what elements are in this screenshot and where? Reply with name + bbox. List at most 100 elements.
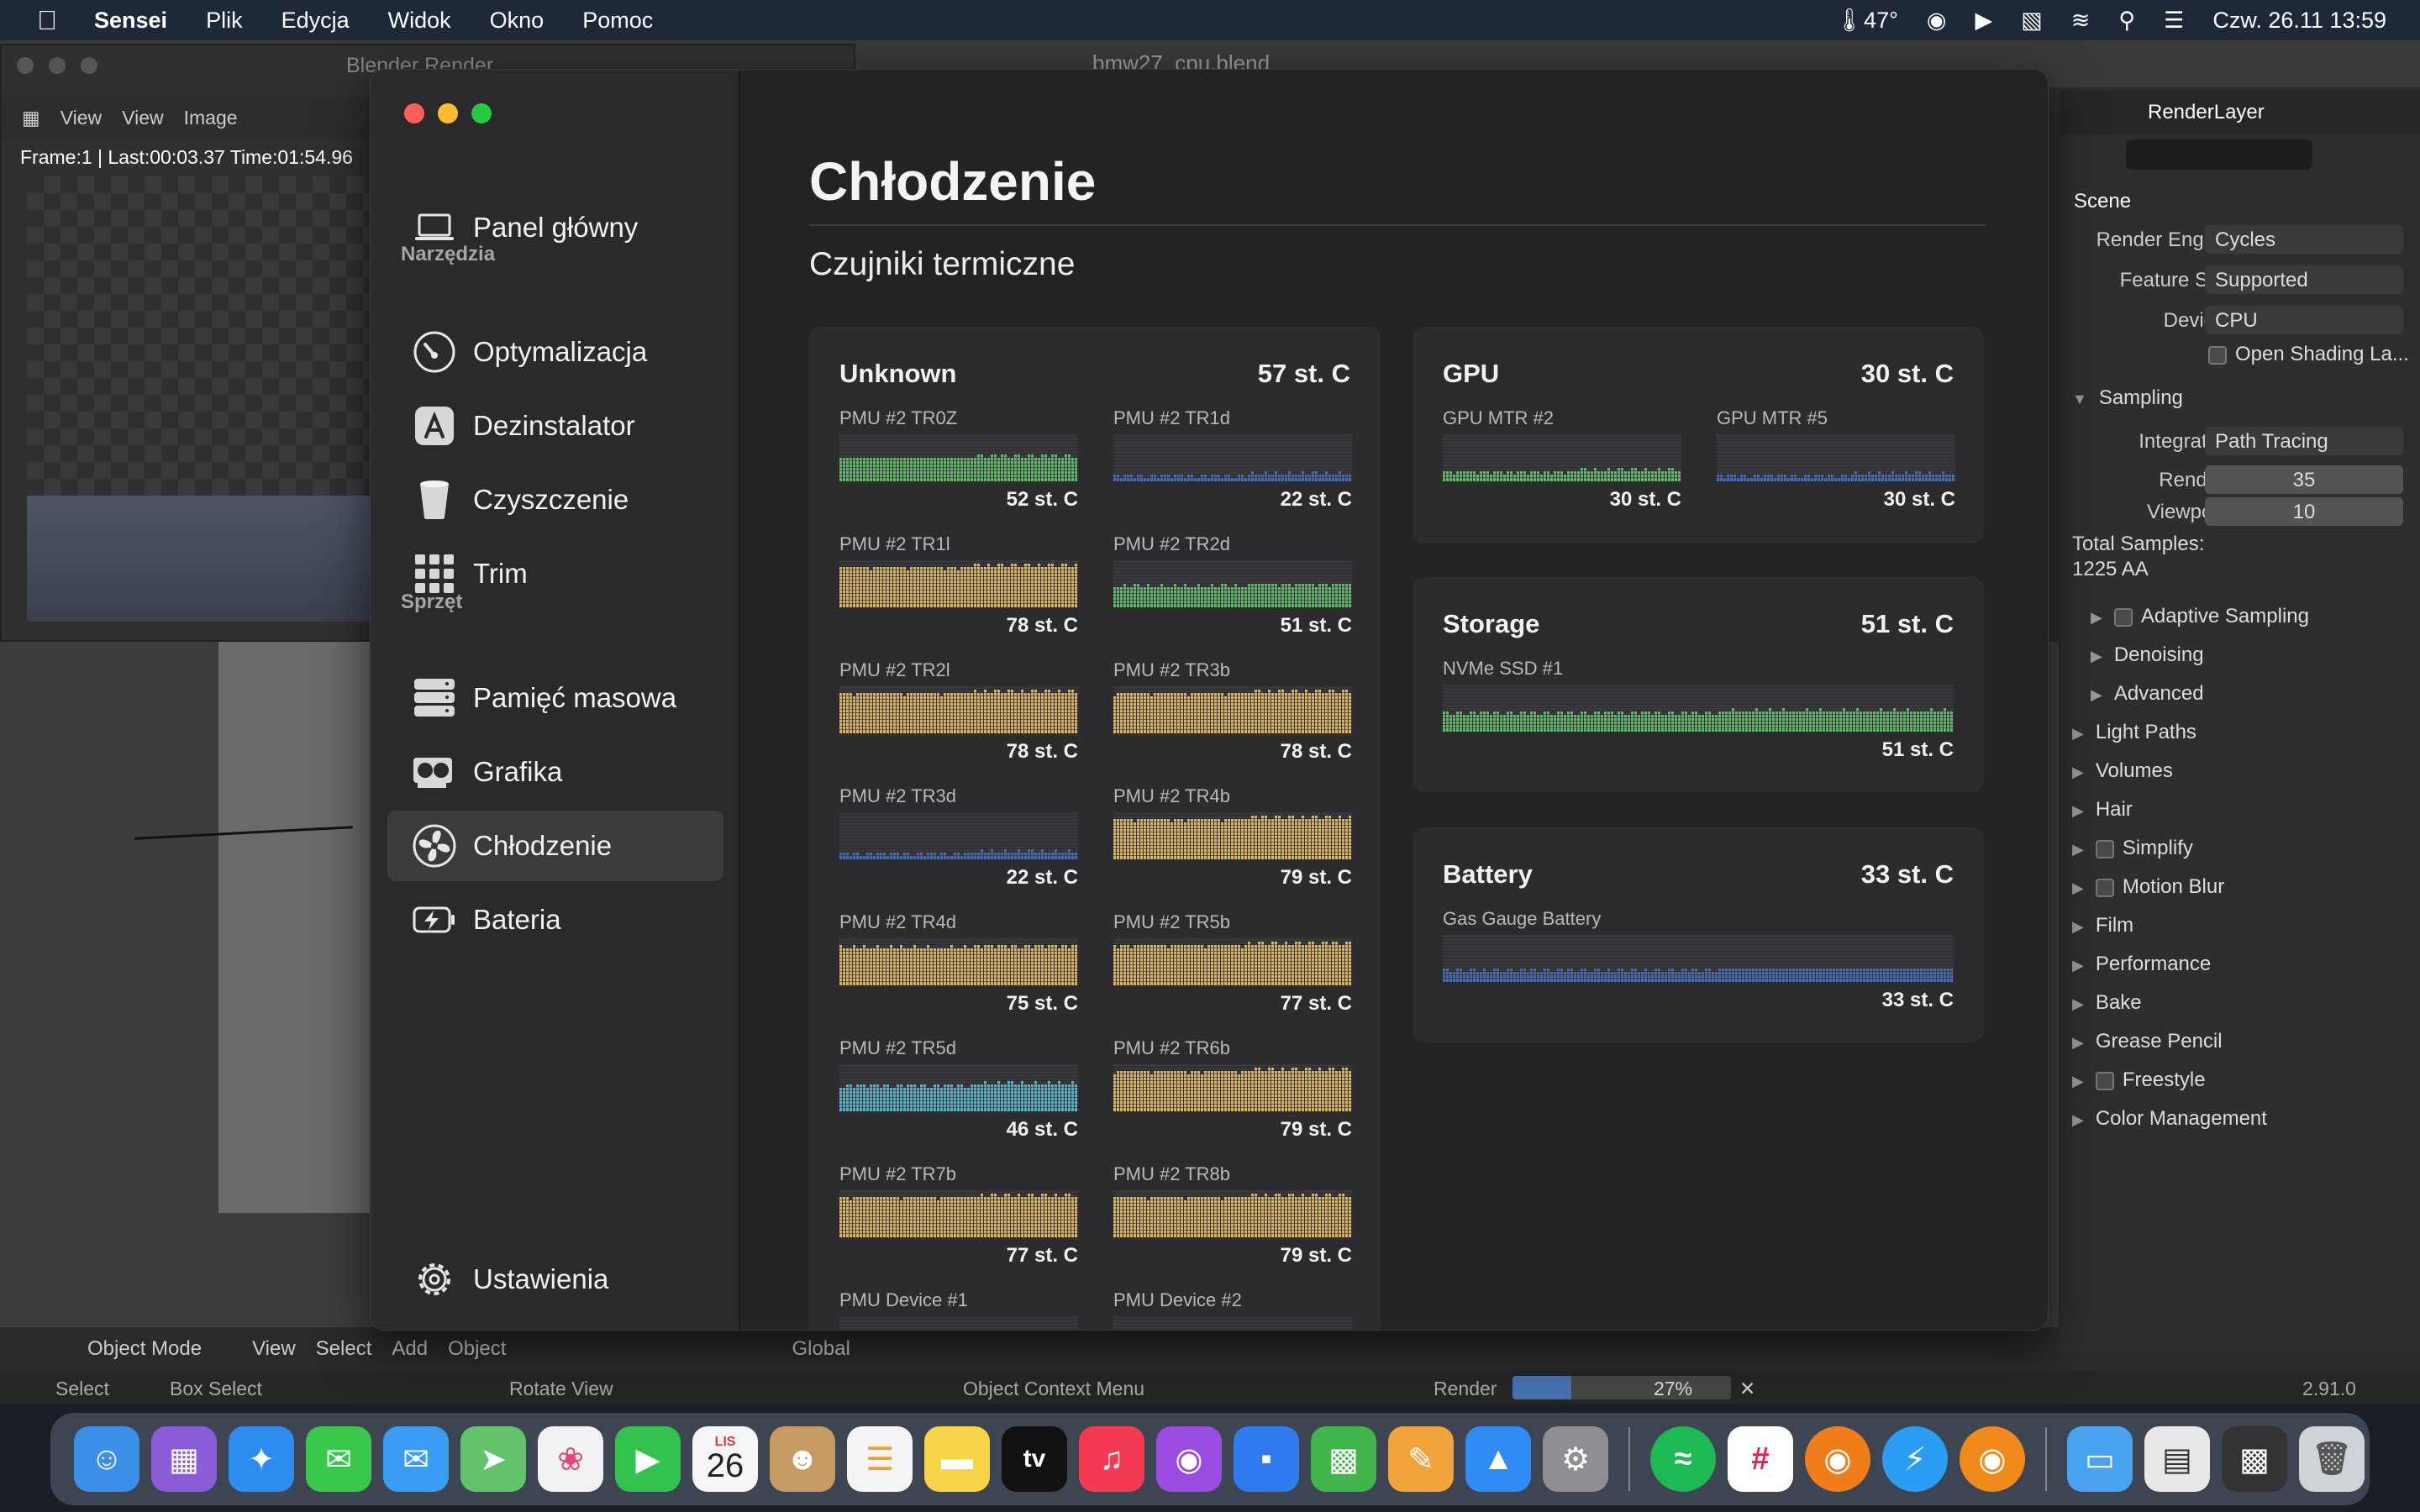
render-image [27, 496, 380, 622]
viewport-samples-field[interactable]: 10 [2205, 497, 2403, 526]
graph-bar [1806, 708, 1808, 732]
trash-dock-icon[interactable]: 🗑 [2299, 1426, 2365, 1492]
adaptive-sampling-section[interactable]: ▶ Adaptive Sampling [2091, 605, 2309, 627]
pages-icon[interactable]: ✎ [1388, 1426, 1454, 1492]
sidebar-item-dashboard[interactable]: Panel główny [387, 192, 723, 263]
viewport-select-menu[interactable]: Select [315, 1337, 372, 1360]
calendar-icon[interactable]: LIS 26 [692, 1426, 758, 1492]
grease-pencil-section[interactable]: ▶ Grease Pencil [2072, 1030, 2223, 1053]
slack-icon[interactable]: # [1728, 1426, 1793, 1492]
sidebar-item-optimize[interactable]: Optymalizacja [387, 317, 723, 387]
bake-section[interactable]: ▶ Bake [2072, 991, 2142, 1014]
props-search-input[interactable] [2126, 139, 2312, 170]
system-preferences-icon[interactable]: ⚙ [1543, 1426, 1608, 1492]
film-section[interactable]: ▶ Film [2072, 914, 2134, 937]
menu-clock[interactable]: Czw. 26.11 13:59 [2212, 7, 2386, 33]
battery-icon[interactable]: ▧ [2021, 7, 2043, 33]
menu-file[interactable]: Plik [206, 7, 243, 33]
editor-type-icon[interactable]: ▦ [22, 106, 40, 129]
keynote-icon[interactable]: ▪ [1234, 1426, 1299, 1492]
photos-icon[interactable]: ❀ [538, 1426, 603, 1492]
facetime-icon[interactable]: ▶ [615, 1426, 681, 1492]
volumes-section[interactable]: ▶ Volumes [2072, 759, 2173, 782]
close-button[interactable] [404, 103, 424, 123]
graph-bar [1187, 696, 1190, 733]
document-stack-icon[interactable]: ▤ [2144, 1426, 2210, 1492]
window-preview-icon[interactable]: ▩ [2222, 1426, 2287, 1492]
finder-icon[interactable]: ☺ [74, 1426, 139, 1492]
sidebar-item-cleanup[interactable]: Czyszczenie [387, 465, 723, 535]
viewport-object-menu[interactable]: Object [448, 1337, 507, 1360]
device-select[interactable]: CPU [2205, 306, 2403, 334]
menu-help[interactable]: Pomoc [582, 7, 654, 33]
thermometer-icon[interactable]: 🌡47° [1834, 8, 1898, 33]
render-view-menu[interactable]: View [60, 106, 103, 129]
render-image-menu[interactable]: Image [183, 106, 238, 129]
object-mode-select[interactable]: Object Mode [87, 1337, 203, 1360]
apple-menu-icon[interactable]:  [0, 5, 94, 36]
reminders-icon[interactable]: ☰ [847, 1426, 913, 1492]
launchpad-icon[interactable]: ▦ [151, 1426, 217, 1492]
blender-icon[interactable]: ◉ [1960, 1426, 2025, 1492]
vpn-icon[interactable]: ◉ [1805, 1426, 1870, 1492]
sidebar-item-settings[interactable]: Ustawienia [387, 1244, 723, 1315]
play-icon[interactable]: ▶ [1975, 7, 1993, 33]
sidebar-item-trim[interactable]: Trim [387, 538, 723, 609]
render-minimize-button[interactable] [49, 57, 66, 74]
sidebar-item-cooling[interactable]: Chłodzenie [387, 811, 723, 881]
safari-icon[interactable]: ✦ [229, 1426, 294, 1492]
notes-icon[interactable]: ▬ [924, 1426, 990, 1492]
advanced-section[interactable]: ▶ Advanced [2091, 682, 2204, 705]
render-layer-name[interactable]: RenderLayer [2148, 101, 2265, 123]
hair-section[interactable]: ▶ Hair [2072, 798, 2133, 821]
render-close-button[interactable] [17, 57, 34, 74]
sidebar-item-graphics[interactable]: Grafika [387, 737, 723, 807]
menu-edit[interactable]: Edycja [281, 7, 350, 33]
minimize-button[interactable] [438, 103, 458, 123]
motion-blur-section[interactable]: ▶ Motion Blur [2072, 875, 2225, 898]
mail-icon[interactable]: ✉ [383, 1426, 449, 1492]
wifi-icon[interactable]: ≋ [2070, 7, 2091, 33]
denoising-section[interactable]: ▶ Denoising [2091, 643, 2204, 666]
render-zoom-button[interactable] [81, 57, 97, 74]
open-shading-checkbox[interactable]: Open Shading La... [2208, 343, 2409, 366]
color-management-section[interactable]: ▶ Color Management [2072, 1107, 2267, 1130]
menu-view[interactable]: Widok [387, 7, 451, 33]
light-paths-section[interactable]: ▶ Light Paths [2072, 721, 2196, 743]
menu-app-name[interactable]: Sensei [94, 7, 168, 33]
integrator-select[interactable]: Path Tracing [2205, 427, 2403, 455]
freestyle-section[interactable]: ▶ Freestyle [2072, 1068, 2206, 1091]
sidebar-item-storage[interactable]: Pamięć masowa [387, 663, 723, 733]
feature-set-select[interactable]: Supported [2205, 265, 2403, 294]
sampling-section[interactable]: ▼ Sampling [2072, 386, 2183, 410]
search-icon[interactable]: ⚲ [2118, 7, 2136, 33]
cancel-render-icon[interactable]: ✕ [1739, 1378, 1756, 1399]
app-store-dock-icon[interactable]: ▲ [1465, 1426, 1531, 1492]
bolt-app-icon[interactable]: ⚡ [1882, 1426, 1948, 1492]
apple-tv-icon[interactable]: tv [1002, 1426, 1067, 1492]
viewport-view-menu[interactable]: View [252, 1337, 296, 1360]
control-center-icon[interactable]: ☰ [2164, 7, 2185, 33]
render-samples-field[interactable]: 35 [2205, 465, 2403, 494]
contacts-icon[interactable]: ☻ [770, 1426, 835, 1492]
render-view-menu-2[interactable]: View [122, 106, 164, 129]
zoom-button[interactable] [471, 103, 492, 123]
graph-bar [1011, 690, 1013, 733]
numbers-icon[interactable]: ▩ [1311, 1426, 1376, 1492]
folder-icon[interactable]: ▭ [2067, 1426, 2133, 1492]
spotify-icon[interactable]: ≈ [1650, 1426, 1716, 1492]
airdrop-icon[interactable]: ◉ [1926, 7, 1947, 33]
transform-orientation-select[interactable]: Global [792, 1337, 850, 1360]
graph-bar [1120, 478, 1123, 481]
podcasts-icon[interactable]: ◉ [1156, 1426, 1222, 1492]
music-icon[interactable]: ♫ [1079, 1426, 1144, 1492]
render-engine-select[interactable]: Cycles [2205, 225, 2403, 254]
simplify-section[interactable]: ▶ Simplify [2072, 837, 2193, 859]
maps-icon[interactable]: ➤ [460, 1426, 526, 1492]
performance-section[interactable]: ▶ Performance [2072, 953, 2212, 975]
menu-window[interactable]: Okno [489, 7, 544, 33]
viewport-add-menu[interactable]: Add [392, 1337, 429, 1360]
sidebar-item-battery[interactable]: Bateria [387, 885, 723, 955]
messages-icon[interactable]: ✉ [306, 1426, 371, 1492]
sidebar-item-uninstall[interactable]: Dezinstalator [387, 391, 723, 461]
